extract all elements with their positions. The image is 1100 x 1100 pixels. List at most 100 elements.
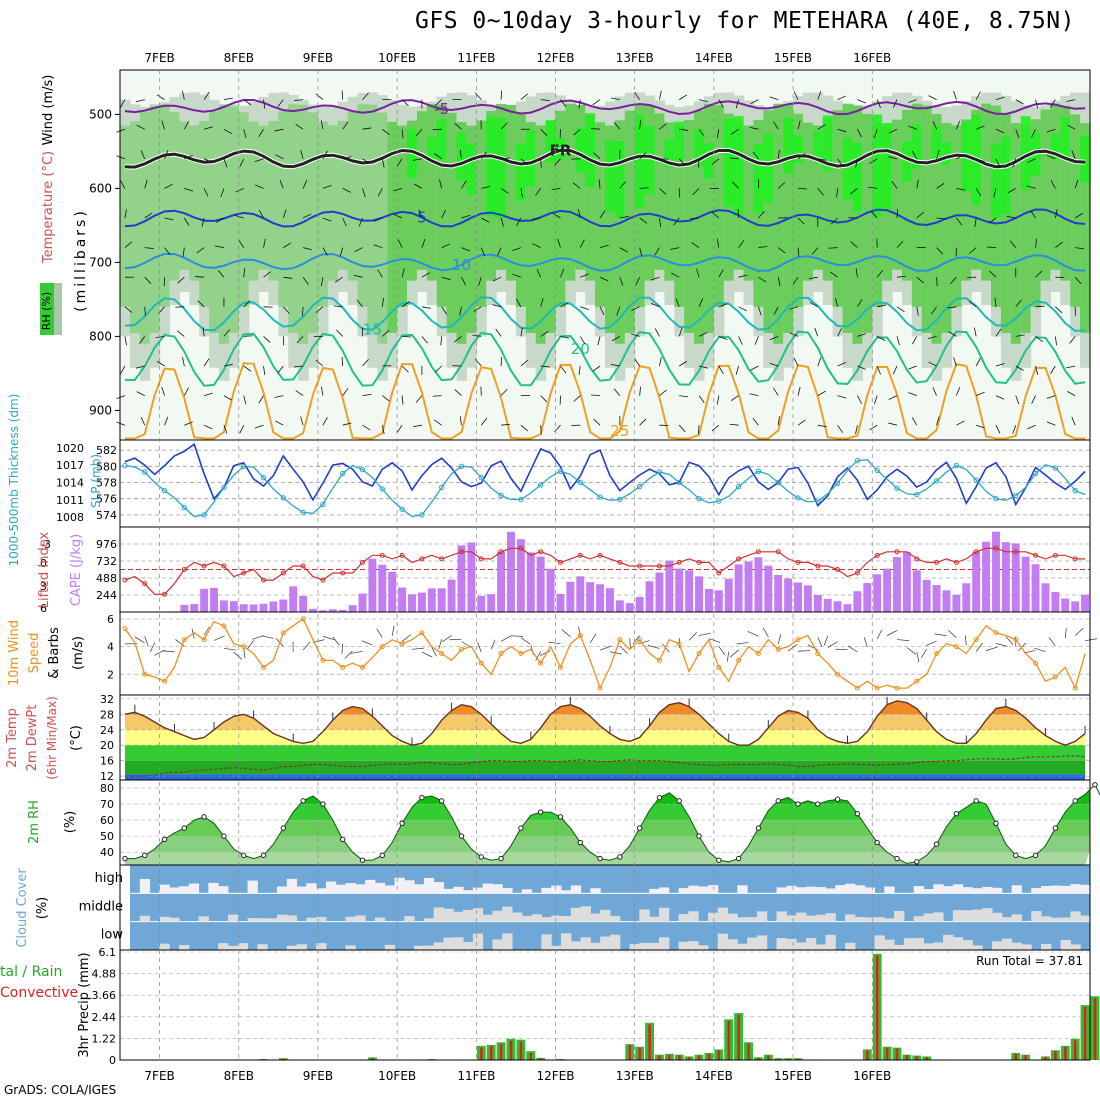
- surface-wind-barb: [361, 640, 373, 646]
- wind-barb: [616, 306, 621, 316]
- surface-wind-barb: [975, 642, 983, 652]
- cape-bar: [219, 600, 228, 612]
- cloud-low-block: [178, 945, 190, 950]
- temp-tick-label: 16: [100, 755, 114, 768]
- wind-barb: [611, 336, 621, 342]
- cloud-high-block: [463, 890, 474, 894]
- slp-line: [124, 443, 1086, 507]
- cloud-high-block: [541, 887, 552, 894]
- cloud-middle-block: [531, 914, 542, 922]
- wind-barb: [995, 363, 1005, 367]
- date-label-top: 12FEB: [537, 51, 575, 65]
- wind-barb: [161, 120, 165, 130]
- rh-shade-95: [605, 140, 616, 213]
- wind-barb: [639, 152, 647, 160]
- surface-wind-barb: [344, 650, 353, 659]
- rh-legend-swatch-dark: [40, 283, 54, 335]
- cloud-low-block: [796, 942, 807, 950]
- wind-barb: [1027, 158, 1036, 163]
- surface-wind-barb: [948, 630, 957, 638]
- rh-shade-95: [1020, 116, 1032, 190]
- rh-shade-90: [763, 110, 774, 333]
- cloud-middle-block: [590, 913, 601, 922]
- wind-barb: [613, 388, 621, 396]
- lifted-index-marker: [221, 563, 227, 569]
- wind-barb: [294, 365, 304, 368]
- cloud-low-block: [913, 937, 924, 950]
- wind-label-line3: & Barbs: [47, 627, 62, 679]
- wind-barb: [342, 388, 349, 396]
- pressure-tick-label: 500: [89, 107, 112, 121]
- wind-barb: [500, 90, 503, 100]
- wind-barb: [797, 419, 806, 426]
- date-label-top: 11FEB: [457, 51, 495, 65]
- rh-shade-90: [654, 113, 665, 270]
- thickness-marker: [300, 509, 306, 516]
- cape-bar: [695, 576, 703, 612]
- wind-barb: [164, 183, 173, 189]
- cloud-low-block: [316, 943, 327, 950]
- lifted-index-marker: [755, 549, 761, 555]
- wind-speed-marker: [1033, 660, 1039, 666]
- wind-barb: [896, 275, 906, 278]
- rh-marker: [280, 825, 287, 831]
- surface-wind-barb: [599, 645, 612, 651]
- wind-barb: [432, 395, 442, 397]
- lifted-index-tick-label: -3: [40, 538, 51, 551]
- wind-barb: [195, 276, 205, 278]
- wind-barb: [896, 208, 899, 219]
- surface-wind-barb: [134, 636, 145, 644]
- wind-barb: [718, 336, 728, 340]
- wind-barb: [362, 92, 369, 100]
- rh-shade-90: [278, 111, 289, 307]
- surface-wind-barb: [609, 651, 622, 655]
- wind-barb: [659, 123, 667, 130]
- wind-barb: [599, 306, 605, 316]
- cloud-high-block: [384, 885, 395, 894]
- wind-barb: [928, 361, 937, 367]
- rh-shade-90: [901, 109, 913, 281]
- thickness-marker: [1013, 492, 1019, 499]
- surface-wind-barb: [442, 635, 452, 643]
- cloud-middle-block: [825, 913, 836, 922]
- cape-bar: [665, 560, 674, 612]
- rh-shade-90: [614, 120, 626, 344]
- wind-barb: [120, 365, 126, 374]
- isotherm-line: [124, 296, 1086, 332]
- cloud-middle-block: [707, 912, 719, 922]
- wind-barb: [516, 298, 522, 307]
- cape-bar: [596, 584, 605, 612]
- wind-barb: [789, 332, 799, 337]
- cloud-low-block: [698, 945, 709, 950]
- rh-shade-90: [1020, 125, 1032, 333]
- wind-barb: [877, 304, 887, 308]
- cloud-high-block: [296, 886, 307, 894]
- wind-barb: [808, 276, 818, 280]
- wind-barb: [908, 392, 917, 396]
- cape-bar: [566, 581, 575, 612]
- thickness-marker: [1072, 487, 1078, 494]
- cloud-low-block: [943, 934, 954, 950]
- wind-barb: [908, 365, 917, 370]
- wind-barb: [659, 90, 662, 100]
- cloud-middle-block: [502, 906, 513, 922]
- cloud-middle-block: [854, 917, 866, 922]
- wind-barb: [995, 328, 1002, 337]
- wind-barb: [777, 277, 781, 287]
- wind-barb: [512, 273, 522, 278]
- wind-barb: [738, 336, 743, 345]
- rh-axis-label: RH (%): [40, 292, 53, 330]
- lifted-index-marker: [953, 559, 959, 565]
- cloud-low-block: [649, 942, 660, 950]
- wind-barb: [501, 157, 511, 160]
- rh-marker: [260, 852, 267, 859]
- surface-wind-barb: [322, 635, 335, 640]
- surface-wind-barb: [302, 641, 311, 651]
- wind-barb: [976, 424, 985, 429]
- rh-shade-90: [793, 113, 804, 307]
- cloud-middle-block: [541, 917, 552, 922]
- cloud-middle-block: [404, 916, 415, 922]
- wind-barb: [441, 276, 451, 281]
- cloud-middle-block: [423, 918, 435, 922]
- rh-shade-95: [575, 127, 586, 173]
